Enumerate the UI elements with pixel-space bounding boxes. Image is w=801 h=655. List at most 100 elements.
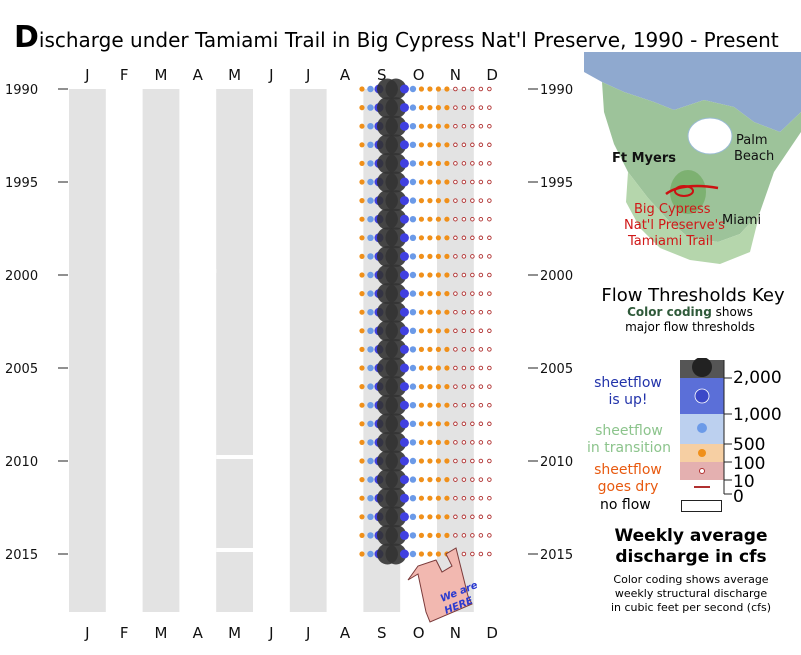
bubble-1996-w43 — [435, 198, 442, 204]
bubble-2013-w44 — [444, 514, 450, 520]
bubble-2013-w47 — [470, 514, 475, 520]
map-city-palm: Palm — [736, 133, 768, 148]
key-dry-label: sheetflow goes dry — [594, 462, 662, 495]
bubble-2001-w34 — [359, 291, 365, 297]
month-label-top-5: J — [268, 66, 273, 84]
map-city-beach: Beach — [734, 149, 774, 164]
bubble-2012-w35 — [367, 495, 374, 502]
bubble-2003-w40 — [409, 327, 417, 334]
bubble-1992-w45 — [453, 123, 458, 129]
bubble-2015-w38 — [385, 543, 407, 565]
bubble-2010-w49 — [487, 458, 492, 464]
bubble-layer — [359, 78, 492, 565]
bubble-2006-w46 — [461, 384, 467, 389]
bubble-2002-w47 — [470, 309, 475, 315]
bubble-1990-w39 — [399, 84, 409, 94]
bubble-2014-w43 — [435, 532, 442, 539]
bubble-2009-w43 — [435, 439, 442, 445]
bubble-2000-w39 — [399, 270, 409, 280]
bubble-1991-w41 — [418, 105, 425, 111]
bubble-2001-w49 — [487, 291, 492, 296]
florida-map: Ft Myers Palm Beach Miami Big Cypress Na… — [584, 52, 801, 284]
bubble-1992-w34 — [359, 123, 365, 129]
bubble-2007-w39 — [399, 400, 409, 410]
bubble-2014-w41 — [418, 532, 425, 539]
bubble-2015-w40 — [409, 550, 417, 558]
bubble-2004-w34 — [359, 346, 365, 352]
bubble-2012-w47 — [470, 495, 475, 501]
bubble-1996-w42 — [427, 198, 433, 204]
bubble-1999-w45 — [453, 254, 458, 259]
bubble-2003-w45 — [453, 328, 458, 334]
bubble-1993-w42 — [427, 142, 433, 148]
bubble-2008-w45 — [453, 421, 458, 427]
month-label-bottom-8: S — [377, 624, 387, 642]
bubble-2008-w43 — [435, 421, 442, 427]
bubble-2008-w40 — [409, 420, 417, 427]
key-up-label: sheetflow is up! — [594, 375, 662, 408]
bubble-1993-w47 — [470, 142, 475, 148]
bubble-2007-w41 — [418, 402, 425, 408]
title-initial: D — [14, 20, 39, 55]
key-subtitle: Color coding shows major flow thresholds — [590, 305, 790, 335]
bubble-2000-w49 — [487, 272, 492, 278]
bubble-1995-w41 — [418, 179, 425, 185]
bubble-1998-w48 — [478, 235, 484, 241]
bubble-2008-w39 — [399, 419, 409, 429]
bubble-2013-w35 — [367, 513, 374, 520]
month-label-bottom-3: A — [193, 624, 204, 642]
bubble-2005-w38 — [385, 357, 407, 379]
bubble-2006-w48 — [478, 384, 484, 389]
bubble-2010-w40 — [409, 457, 417, 465]
bubble-2002-w40 — [409, 309, 417, 316]
bubble-1995-w34 — [359, 179, 365, 185]
bubble-2004-w46 — [461, 347, 467, 352]
month-band-6 — [289, 89, 327, 612]
bubble-2013-w40 — [409, 513, 417, 520]
bubble-1992-w39 — [399, 121, 409, 131]
bubble-2007-w48 — [478, 402, 484, 408]
month-label-top-8: S — [377, 66, 387, 84]
bubble-2003-w39 — [399, 326, 409, 336]
bubble-2012-w46 — [461, 495, 467, 501]
bubble-1997-w49 — [487, 216, 492, 222]
bubble-1995-w39 — [399, 177, 409, 187]
bubble-2003-w41 — [418, 328, 425, 334]
bubble-2001-w43 — [435, 291, 442, 297]
bubble-1992-w48 — [478, 123, 484, 129]
bubble-2014-w39 — [399, 530, 409, 540]
bubble-2008-w49 — [487, 421, 492, 427]
bubble-1994-w42 — [427, 160, 433, 166]
bubble-2001-w47 — [470, 291, 475, 296]
bubble-1994-w47 — [470, 161, 475, 166]
bubble-2007-w49 — [487, 402, 492, 408]
bubble-2011-w42 — [427, 477, 433, 483]
bubble-1993-w41 — [418, 142, 425, 148]
bubble-1997-w42 — [427, 216, 433, 222]
bubble-1991-w35 — [367, 104, 374, 111]
bubble-1993-w49 — [487, 142, 492, 148]
bubble-2001-w39 — [399, 289, 409, 299]
bubble-2002-w48 — [478, 309, 484, 315]
bubble-1994-w34 — [359, 160, 365, 166]
bubble-2007-w47 — [470, 402, 475, 408]
bubble-2011-w35 — [367, 476, 374, 483]
bubble-2009-w35 — [367, 439, 374, 446]
bubble-2002-w44 — [444, 309, 450, 315]
bubble-2005-w46 — [461, 365, 467, 371]
year-label-right-2015: 2015 — [540, 548, 573, 563]
year-label-left-1990: 1990 — [5, 83, 38, 98]
bubble-2015-w42 — [427, 551, 433, 557]
month-label-top-0: J — [84, 66, 89, 84]
key-noflow-label: no flow — [600, 497, 651, 513]
bubble-1999-w40 — [409, 253, 417, 260]
bubble-2014-w34 — [359, 532, 365, 539]
threshold-label-1000: 1,000 — [733, 405, 782, 425]
bubble-2001-w41 — [418, 291, 425, 297]
bubble-2008-w48 — [478, 421, 484, 427]
bubble-2000-w35 — [367, 271, 374, 279]
bubble-2005-w48 — [478, 365, 484, 371]
bubble-1991-w39 — [399, 103, 409, 113]
bubble-2010-w43 — [435, 458, 442, 464]
